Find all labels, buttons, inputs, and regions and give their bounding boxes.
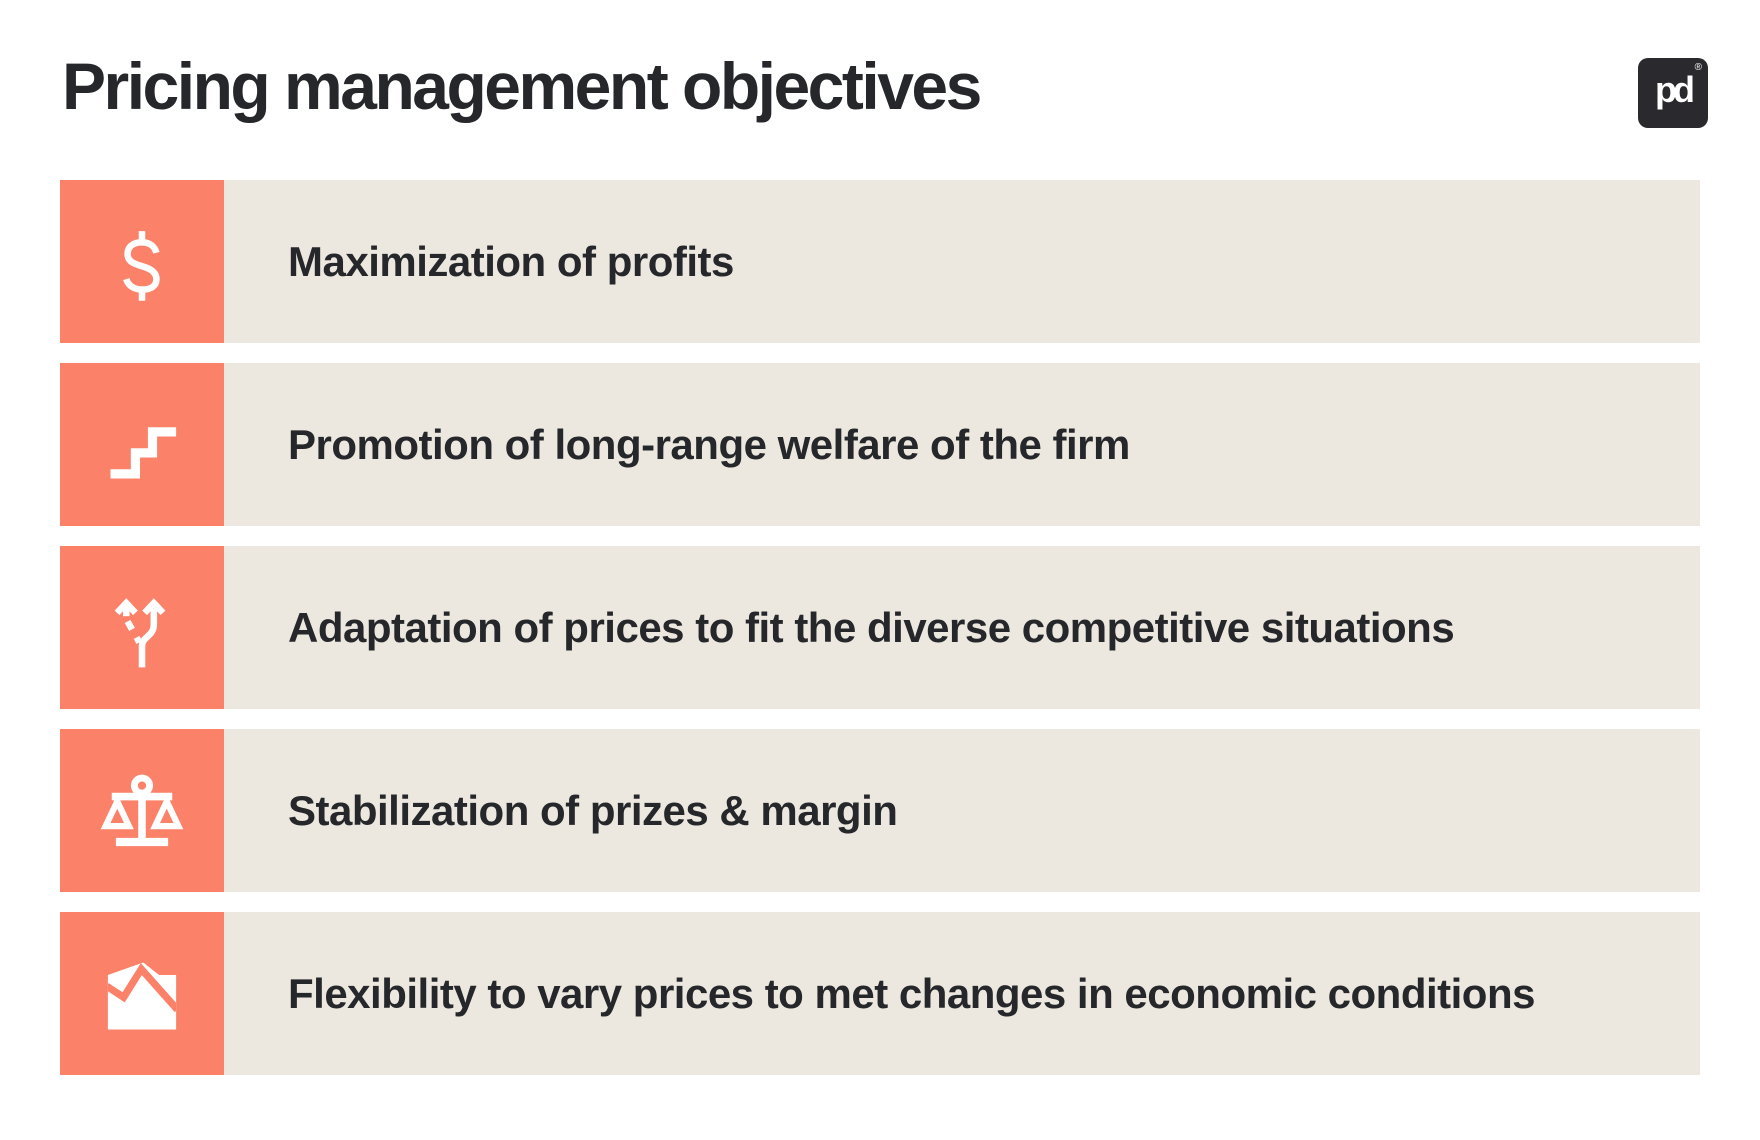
list-item-label: Flexibility to vary prices to met change… — [288, 969, 1535, 1017]
list-item: Flexibility to vary prices to met change… — [60, 912, 1700, 1075]
list-item-label: Maximization of profits — [288, 237, 734, 285]
registered-trademark-icon: ® — [1694, 62, 1702, 73]
area-chart-icon — [107, 962, 177, 1029]
pandadoc-logo: pd ® — [1638, 58, 1708, 128]
stairs-icon — [110, 426, 177, 478]
label-bar: Flexibility to vary prices to met change… — [224, 912, 1700, 1075]
label-bar: Adaptation of prices to fit the diverse … — [224, 546, 1700, 709]
list-item-label: Adaptation of prices to fit the diverse … — [288, 603, 1455, 651]
icon-tile — [60, 546, 224, 709]
label-bar: Stabilization of prizes & margin — [224, 729, 1700, 892]
list-item-label: Promotion of long-range welfare of the f… — [288, 420, 1130, 468]
split-arrows-icon — [114, 597, 166, 667]
list-item: Adaptation of prices to fit the diverse … — [60, 546, 1700, 709]
list-item: Maximization of profits — [60, 180, 1700, 343]
list-item-label: Stabilization of prizes & margin — [288, 786, 898, 834]
page-title: Pricing management objectives — [62, 49, 982, 123]
list-item: Promotion of long-range welfare of the f… — [60, 363, 1700, 526]
icon-tile — [60, 729, 224, 892]
icon-tile — [60, 180, 224, 343]
label-bar: Promotion of long-range welfare of the f… — [224, 363, 1700, 526]
objectives-list: Maximization of profits Promotion of lon… — [60, 180, 1700, 1095]
pandadoc-logo-icon: pd — [1655, 69, 1695, 110]
icon-tile — [60, 912, 224, 1075]
list-item: Stabilization of prizes & margin — [60, 729, 1700, 892]
balance-scale-icon — [100, 774, 184, 846]
icon-tile — [60, 363, 224, 526]
dollar-icon — [123, 230, 160, 301]
label-bar: Maximization of profits — [224, 180, 1700, 343]
